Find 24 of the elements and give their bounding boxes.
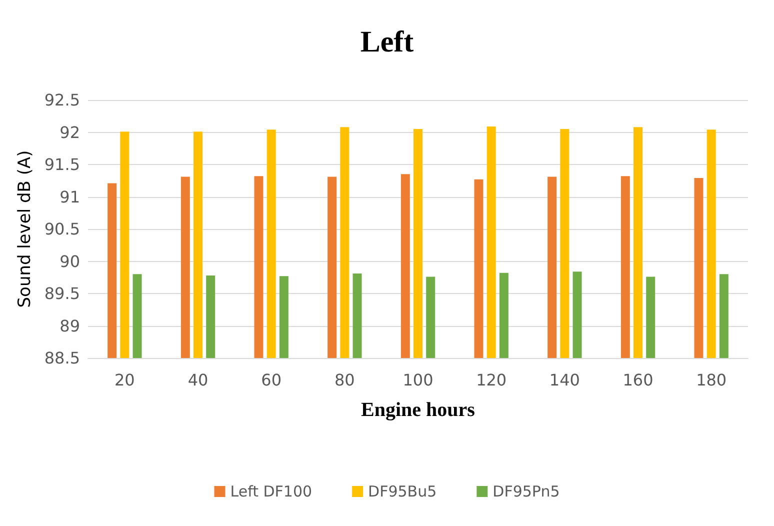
y-axis-title: Sound level dB (A)	[14, 150, 35, 308]
legend-label: Left DF100	[230, 482, 312, 500]
legend-label: DF95Bu5	[368, 482, 437, 500]
y-tick-label: 88.5	[44, 348, 80, 368]
x-axis-title: Engine hours	[361, 399, 476, 421]
y-tick-label: 91.5	[44, 155, 80, 174]
y-tick-label: 89.5	[44, 284, 80, 303]
x-tick-label: 160	[622, 370, 654, 390]
x-tick-label: 100	[402, 370, 434, 390]
legend-label: DF95Pn5	[492, 482, 560, 500]
x-tick-label: 120	[476, 370, 507, 390]
x-tick-label: 40	[188, 370, 208, 390]
x-tick-label: 180	[696, 370, 727, 390]
y-tick-label: 90	[60, 252, 80, 271]
y-tick-label: 91	[60, 187, 80, 206]
x-tick-label: 60	[261, 370, 282, 390]
y-tick-label: 90.5	[44, 220, 80, 238]
y-tick-label: 92.5	[44, 90, 80, 110]
y-tick-label: 92	[60, 122, 80, 142]
y-tick-label: 89	[60, 316, 80, 336]
x-tick-label: 140	[549, 370, 580, 390]
x-tick-label: 20	[114, 370, 135, 390]
x-tick-label: 80	[334, 370, 355, 390]
chart-title: Left	[360, 26, 414, 58]
